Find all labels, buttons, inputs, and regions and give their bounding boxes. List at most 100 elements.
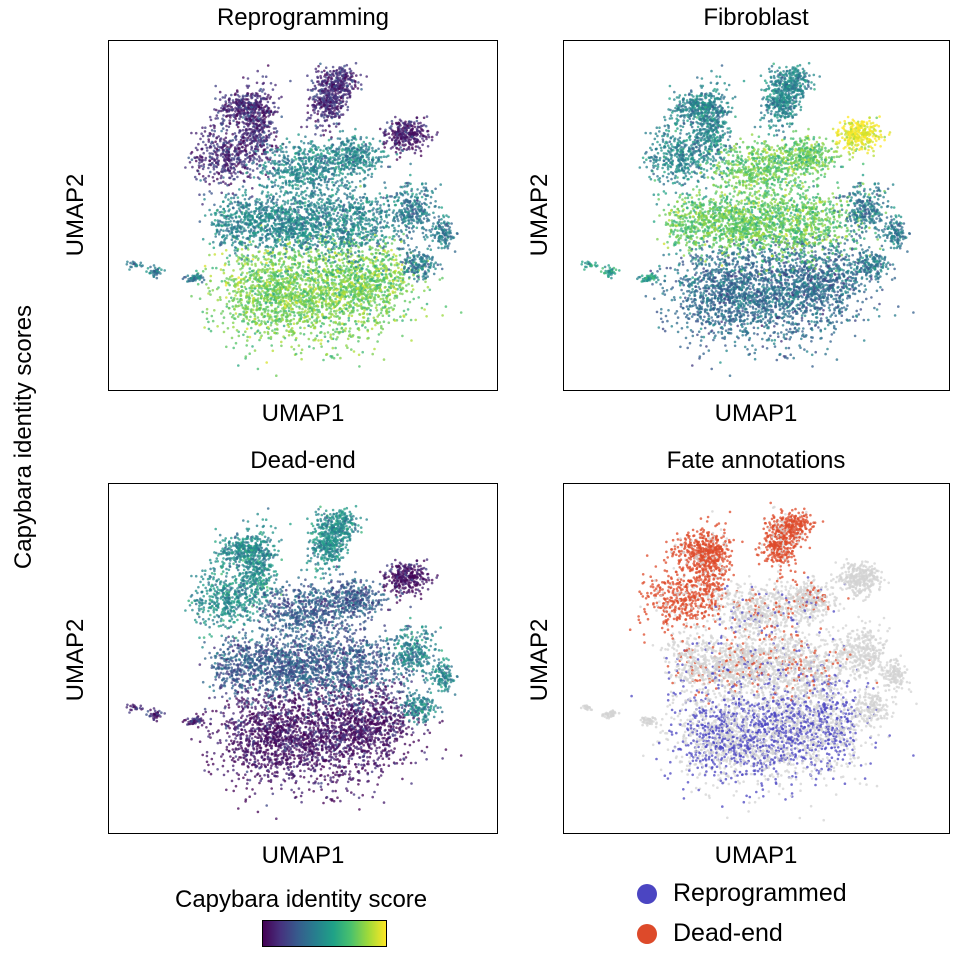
cell-point [286,256,290,259]
cell-point [213,108,216,111]
cell-point [370,235,373,239]
cell-point [295,301,298,304]
cell-point [321,243,324,247]
cell-point [202,151,205,155]
cell-point [244,191,247,194]
cell-point [352,306,355,309]
cell-point [359,258,363,261]
cell-point [265,229,269,232]
cell-point [295,281,298,285]
cell-point [330,312,333,316]
cell-point [388,236,391,239]
cell-point [341,258,344,261]
cell-point [234,193,238,197]
cell-point [363,192,367,196]
cell-point [271,88,275,91]
cell-point [303,275,306,278]
cell-point [198,220,202,223]
cell-point [276,282,280,285]
cell-point [331,328,335,332]
cell-point [328,226,332,229]
cell-point [251,284,255,287]
cell-point [377,248,380,252]
cell-point [260,159,264,162]
cell-point [387,213,391,217]
cell-point [259,276,263,280]
cell-point [263,131,266,134]
cell-point [306,247,310,251]
cell-point [367,230,370,234]
cell-point [236,230,239,233]
cell-point [266,249,270,253]
cell-point [298,319,301,323]
cell-point [219,224,223,227]
cell-point [245,344,248,347]
cell-point [282,277,285,281]
cell-point [187,156,190,160]
cell-point [393,304,396,307]
cell-point [331,255,334,259]
cell-point [299,326,302,330]
cell-point [325,273,328,276]
cell-point [313,326,317,330]
cell-point [213,253,217,256]
cell-point [388,298,392,302]
cell-point [296,236,299,240]
cell-point [282,228,285,232]
cell-point [334,330,337,334]
cell-point [252,305,256,308]
cell-point [201,175,205,178]
cell-point [220,312,223,315]
cell-point [286,269,290,273]
cell-point [228,214,232,218]
cell-point [249,196,252,199]
cell-point [410,339,413,342]
cell-point [306,292,309,295]
cell-point [387,203,391,207]
cell-point [284,270,287,273]
cell-point [234,240,237,243]
cell-point [306,279,309,282]
cell-point [205,317,209,321]
cell-point [316,201,319,204]
cell-point [289,79,292,83]
cell-point [239,140,242,144]
cell-point [328,251,331,254]
cell-point [300,348,304,352]
cell-point [209,329,213,333]
cell-point [250,320,254,324]
cell-point [351,241,355,244]
cell-point [349,215,353,218]
cell-point [251,125,255,128]
cell-point [400,268,403,271]
cell-point [361,196,365,199]
cell-point [256,367,260,371]
cell-point [259,216,262,219]
cell-point [244,355,248,358]
cell-point [314,281,318,285]
cell-point [253,349,257,352]
cell-point [261,120,265,123]
cell-point [217,232,221,236]
cell-point [263,257,266,261]
cell-point [340,240,344,243]
cell-point [256,316,260,319]
cell-point [257,207,261,211]
cell-point [381,314,385,318]
cell-point [276,323,279,326]
cell-point [258,89,261,92]
cell-point [340,308,343,311]
cell-point [244,144,248,147]
cell-point [326,331,330,334]
cell-point [276,198,279,202]
cell-point [226,224,229,227]
cell-point [232,157,236,160]
cell-point [254,262,257,266]
cell-point [329,195,333,199]
cell-point [245,294,248,298]
cell-point [393,226,396,230]
cell-point [306,222,310,225]
cell-point [334,192,338,196]
cell-point [218,211,221,214]
cell-point [384,264,388,268]
